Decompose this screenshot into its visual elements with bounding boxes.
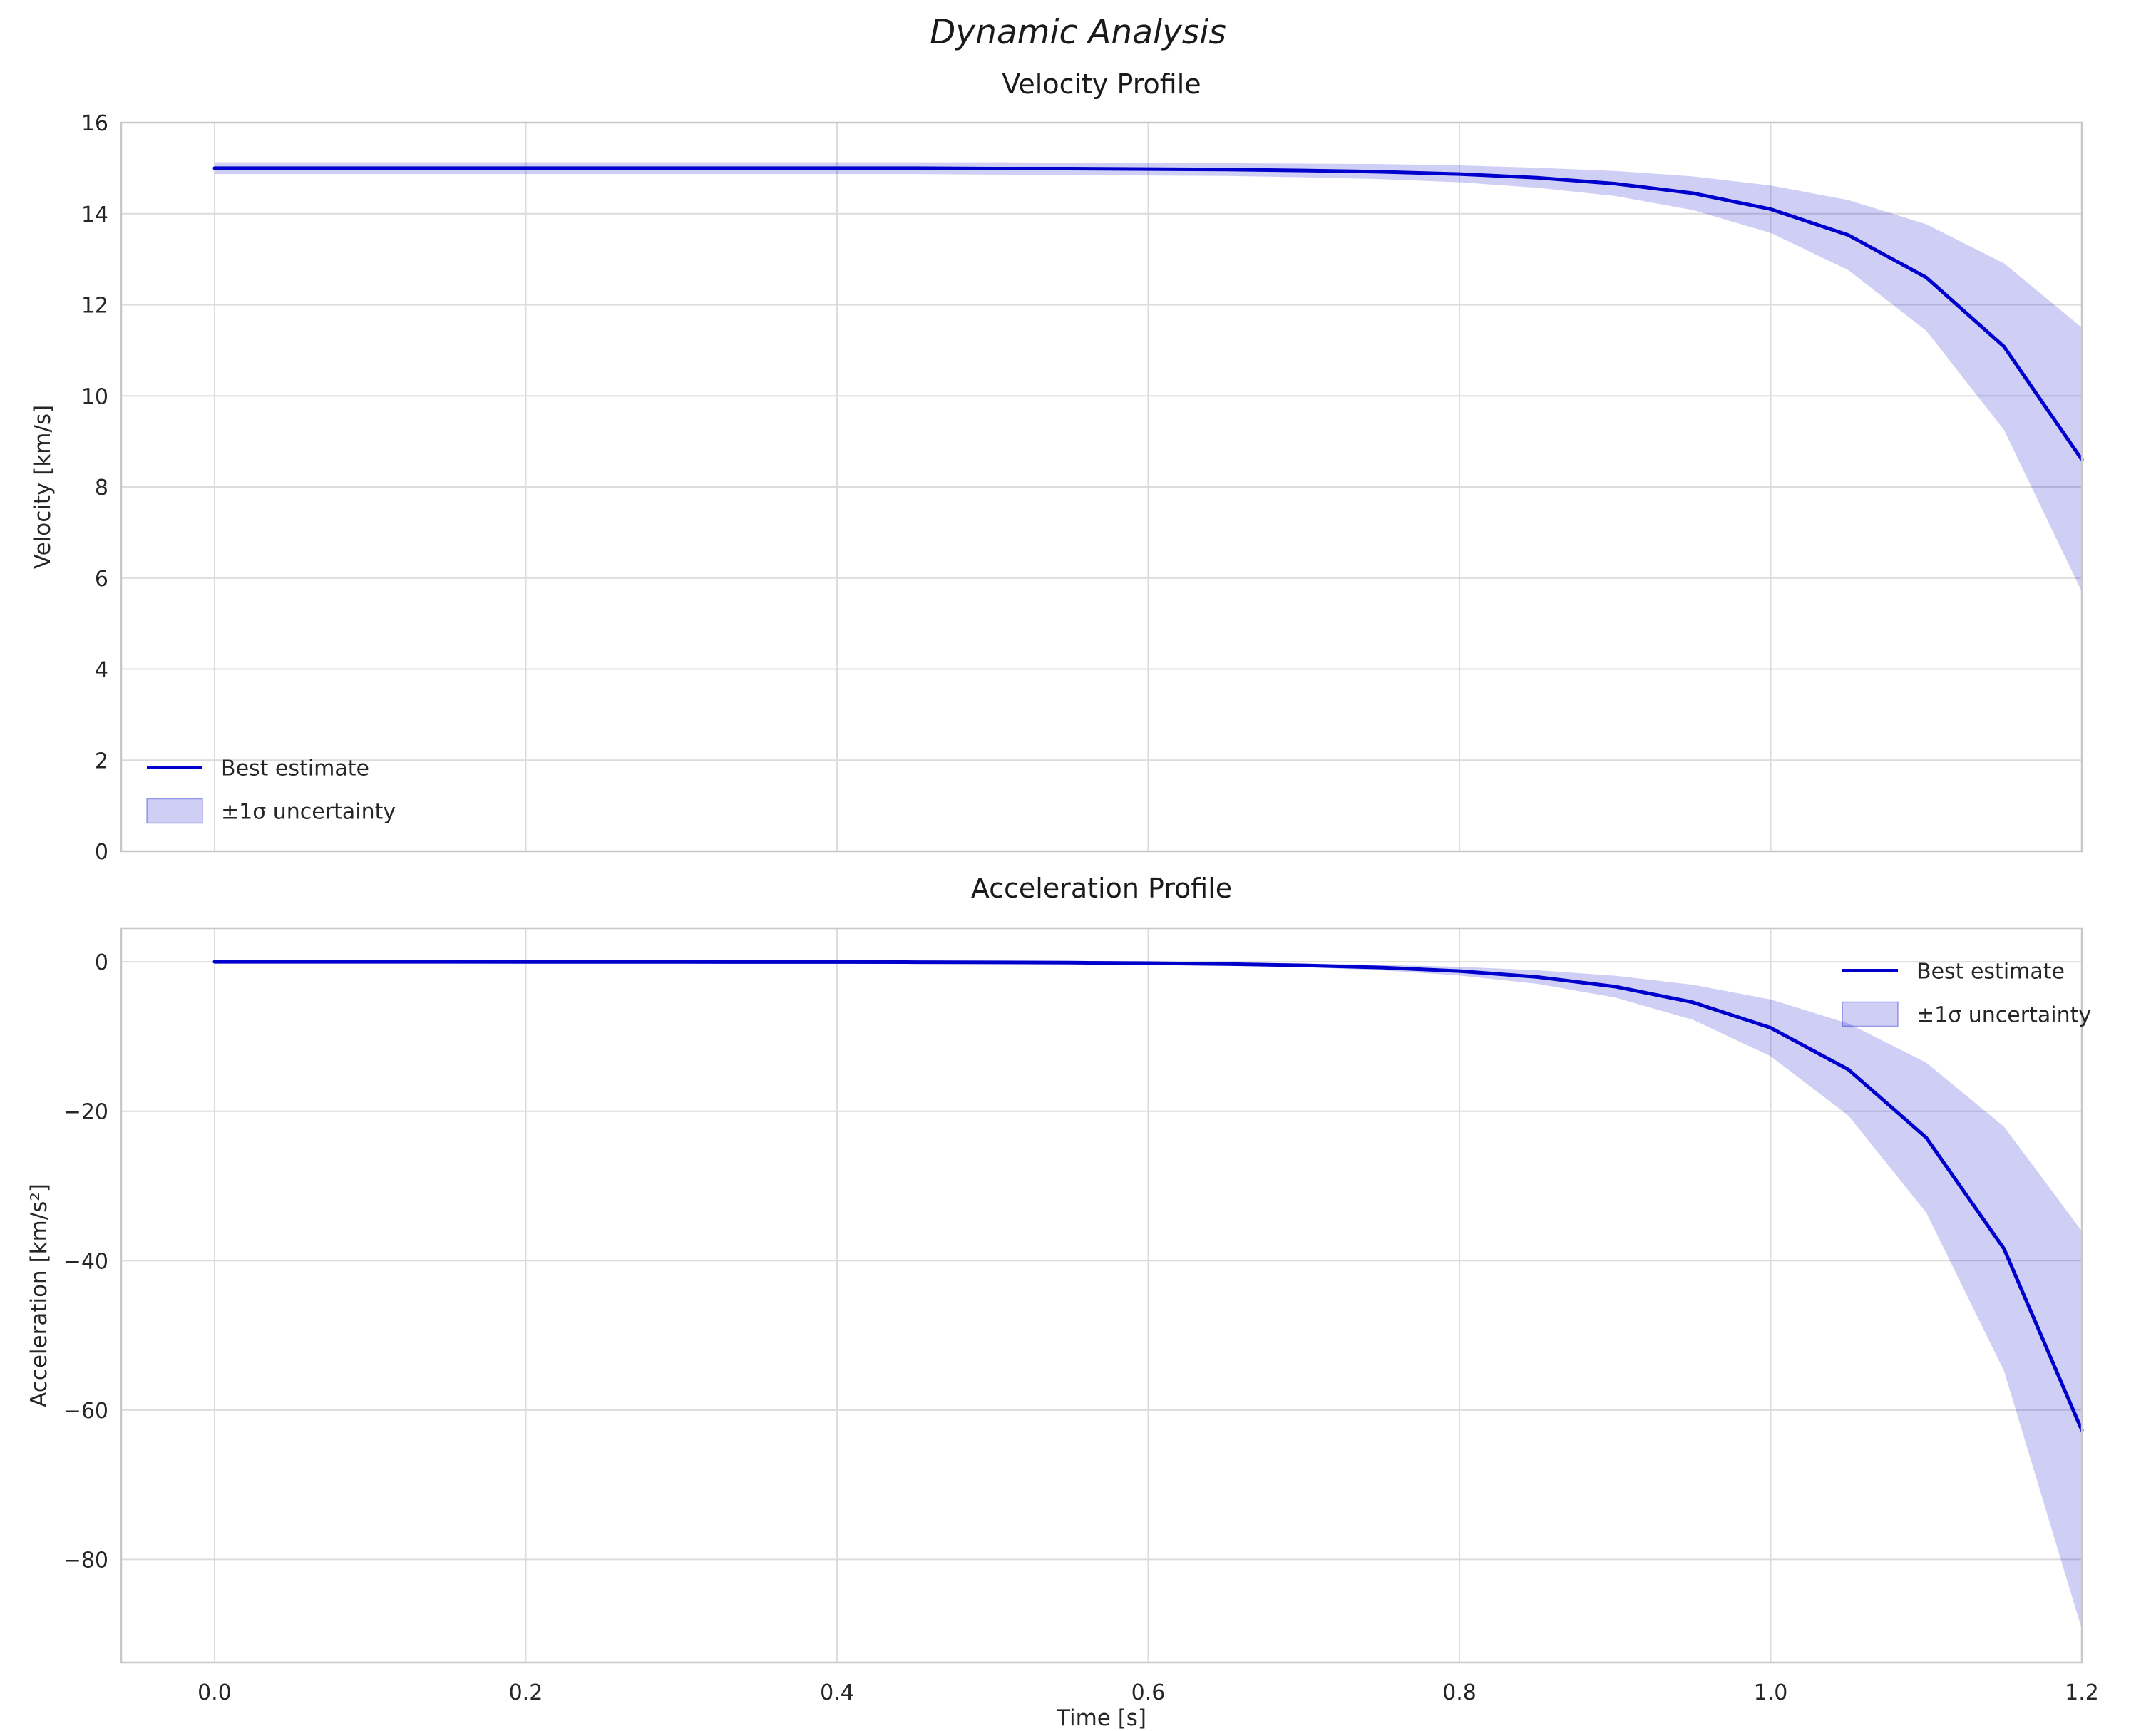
x-tick-label: 0.8 (1442, 1680, 1477, 1705)
legend-label-uncertainty: ±1σ uncertainty (1916, 1003, 2091, 1028)
y-tick-label: −80 (63, 1548, 108, 1573)
x-tick-label: 1.0 (1754, 1680, 1788, 1705)
x-tick-label: 0.6 (1131, 1680, 1166, 1705)
best-estimate-line (212, 960, 2084, 1432)
legend: Best estimate ±1σ uncertainty (1842, 960, 2091, 1028)
y-tick-label: −40 (63, 1249, 108, 1274)
x-tick-label: 0.2 (509, 1680, 543, 1705)
best-estimate-line (212, 166, 2084, 462)
legend-label-best-estimate: Best estimate (221, 756, 369, 781)
y-tick-label: 8 (95, 476, 108, 500)
x-axis-label: Time [s] (1056, 1705, 1147, 1731)
y-tick-label: 4 (95, 658, 108, 683)
x-tick-label: 1.2 (2065, 1680, 2099, 1705)
y-tick-label: 2 (95, 749, 108, 774)
y-tick-label: 10 (81, 384, 108, 409)
figure-title: Dynamic Analysis (930, 13, 1226, 52)
legend-label-uncertainty: ±1σ uncertainty (221, 800, 396, 825)
legend-label-best-estimate: Best estimate (1916, 960, 2065, 985)
y-tick-label: −60 (63, 1399, 108, 1424)
velocity-profile-plot: 0 2 4 6 8 10 12 14 16 Best estimate ±1σ uncertaint… (81, 111, 2084, 865)
y-tick-label: 14 (81, 202, 108, 227)
legend-patch-sample (1842, 1001, 1899, 1027)
velocity-chart-title: Velocity Profile (1002, 68, 1201, 100)
y-tick-label: −20 (63, 1100, 108, 1125)
y-tick-label: 6 (95, 567, 108, 592)
y-tick-label: 0 (95, 950, 108, 975)
x-tick-label: 0.4 (820, 1680, 854, 1705)
axes-frame (120, 927, 2083, 1664)
legend: Best estimate ±1σ uncertainty (146, 756, 396, 825)
acceleration-profile-plot: 0 −20 −40 −60 −80 0.0 0.2 0.4 0.6 0.8 1.0 1.2 Best e… (63, 927, 2099, 1705)
x-tick-label: 0.0 (197, 1680, 232, 1705)
axes-frame (120, 121, 2083, 853)
legend-patch-sample (146, 798, 203, 824)
y-tick-label: 12 (81, 294, 108, 319)
plot-background (121, 928, 2082, 1663)
y-tick-label: 16 (81, 111, 108, 136)
acceleration-chart-title: Acceleration Profile (970, 873, 1233, 904)
y-tick-label: 0 (95, 840, 108, 865)
